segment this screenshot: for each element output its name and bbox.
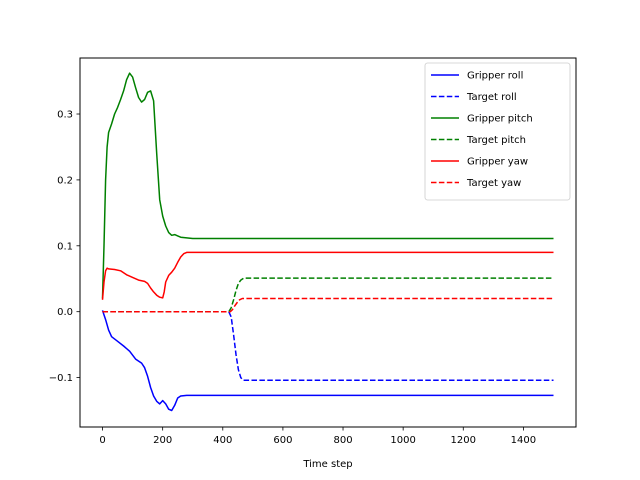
- y-tick-label: 0.1: [57, 241, 73, 252]
- legend-label: Target yaw: [466, 178, 521, 189]
- series-line-gripper-pitch: [101, 72, 554, 299]
- x-tick-label: 1000: [390, 435, 415, 446]
- legend-label: Gripper pitch: [467, 114, 533, 125]
- y-tick-label: −0.1: [49, 373, 73, 384]
- y-tick-label: 0.0: [57, 307, 73, 318]
- x-tick-label: 400: [213, 435, 232, 446]
- legend: Gripper roll Target roll Gripper pitch Targ…: [424, 62, 571, 201]
- y-tick-label: 0.2: [57, 175, 73, 186]
- legend-box: [424, 62, 571, 201]
- x-tick-label: 800: [333, 435, 352, 446]
- x-tick-label: 1200: [451, 435, 476, 446]
- legend-label: Gripper yaw: [467, 157, 528, 168]
- y-axis: −0.1 0.0 0.1 0.2 0.3: [49, 110, 80, 384]
- legend-label: Gripper roll: [467, 71, 523, 82]
- series-line-gripper-roll: [101, 310, 554, 412]
- series-line-target-roll: [102, 310, 554, 381]
- x-axis-label: Time step: [302, 459, 352, 470]
- x-tick-label: 0: [99, 435, 105, 446]
- y-tick-label: 0.3: [57, 110, 73, 121]
- series-line-target-yaw: [102, 297, 554, 313]
- series-line-gripper-yaw: [101, 251, 554, 300]
- series-line-target-pitch: [102, 277, 554, 313]
- plot-frame: [79, 57, 577, 428]
- x-tick-label: 200: [153, 435, 172, 446]
- series-layer: [101, 72, 554, 412]
- x-tick-label: 600: [273, 435, 292, 446]
- legend-label: Target pitch: [466, 135, 526, 146]
- legend-label: Target roll: [466, 92, 517, 103]
- x-axis: 0 200 400 600 800 1000 1200 1400: [99, 427, 536, 446]
- x-tick-label: 1400: [511, 435, 536, 446]
